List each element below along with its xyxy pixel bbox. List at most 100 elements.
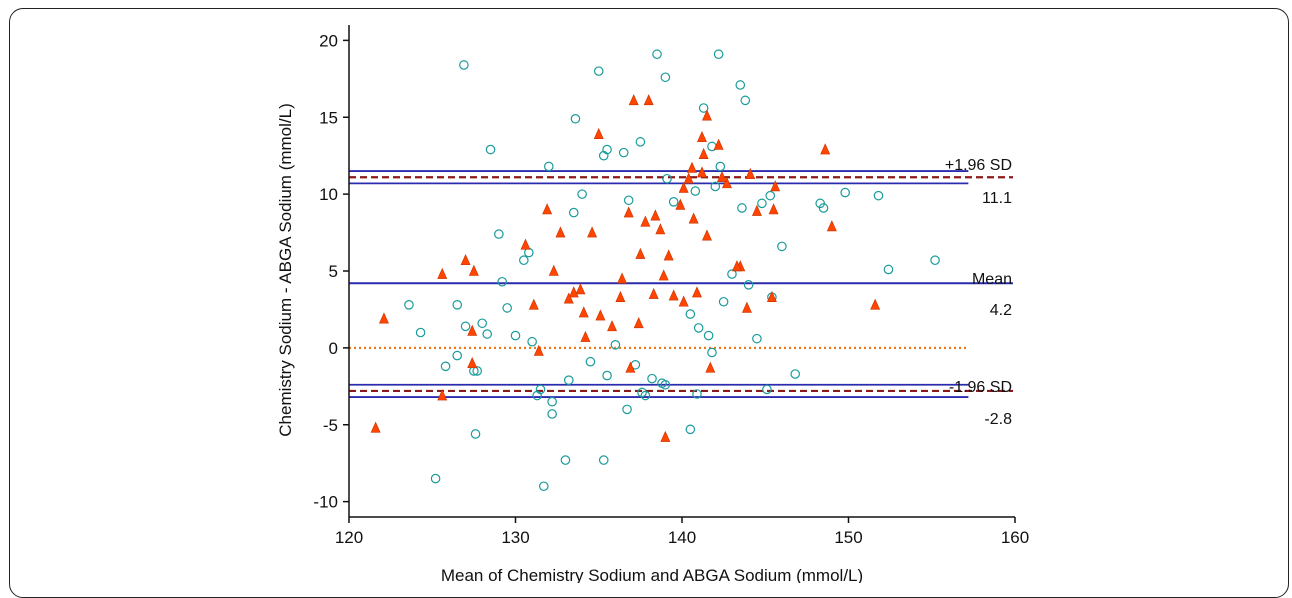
data-point-circle: [707, 347, 717, 358]
data-point-circle: [757, 198, 767, 209]
reference-lines: [349, 170, 1013, 398]
data-point-triangle: [467, 357, 478, 369]
data-point-circle: [637, 387, 647, 398]
data-point-circle: [727, 269, 737, 279]
data-point-triangle: [370, 421, 381, 433]
data-point-circle: [502, 303, 512, 313]
lower-loa-value: -2.8: [984, 411, 1012, 428]
x-tick-label: 120: [335, 528, 363, 547]
data-point-circle: [693, 323, 704, 333]
data-point-triangle: [533, 344, 544, 356]
data-point-circle: [470, 429, 481, 439]
data-point-circle: [718, 296, 729, 307]
data-point-triangle: [625, 361, 636, 373]
data-point-circle: [740, 95, 751, 106]
data-point-circle: [539, 481, 549, 492]
data-point-triangle: [698, 147, 709, 159]
data-point-triangle: [688, 212, 699, 224]
y-tick-label: -5: [323, 416, 338, 435]
mean-value: 4.2: [990, 302, 1012, 319]
data-point-circle: [563, 375, 574, 385]
data-point-circle: [452, 300, 463, 310]
data-point-circle: [570, 113, 581, 124]
data-point-triangle: [617, 272, 628, 284]
data-point-triangle: [635, 247, 646, 259]
y-tick-label: 10: [319, 185, 338, 204]
data-point-circle: [930, 255, 940, 266]
data-point-circle: [585, 356, 596, 367]
data-point-circle: [610, 339, 621, 350]
data-point-circle: [472, 366, 483, 376]
data-point-circle: [510, 330, 521, 341]
data-point-triangle: [640, 215, 651, 227]
data-point-circle: [535, 384, 546, 395]
y-tick-label: 5: [329, 262, 338, 281]
x-tick-label: 130: [501, 528, 529, 547]
data-point-circle: [668, 197, 679, 207]
data-point-triangle: [820, 143, 831, 155]
data-point-circle: [640, 390, 651, 401]
data-point-circle: [482, 329, 492, 339]
data-point-circle: [698, 103, 709, 113]
data-point-triangle: [587, 226, 598, 238]
x-axis-title: Mean of Chemistry Sodium and ABGA Sodium…: [441, 566, 863, 583]
data-point-circle: [762, 384, 772, 395]
data-point-triangle: [568, 286, 579, 298]
mean-label: Mean: [972, 271, 1012, 288]
y-tick-label: 0: [329, 339, 338, 358]
data-point-circle: [818, 203, 829, 213]
data-point-circle: [404, 300, 414, 310]
data-point-triangle: [460, 254, 471, 266]
x-tick-label: 150: [834, 528, 862, 547]
data-point-circle: [497, 276, 507, 287]
data-point-circle: [635, 137, 646, 147]
data-point-triangle: [437, 267, 448, 279]
data-point-triangle: [697, 166, 707, 178]
x-tick-label: 140: [668, 528, 696, 547]
data-point-circle: [593, 66, 604, 76]
data-point-triangle: [593, 127, 604, 139]
data-point-circle: [452, 350, 463, 361]
data-point-circle: [737, 203, 747, 213]
data-point-triangle: [650, 209, 661, 221]
data-point-circle: [657, 378, 667, 389]
data-point-circle: [715, 161, 726, 172]
data-point-triangle: [766, 290, 777, 302]
data-point-triangle: [437, 389, 448, 401]
data-point-circle: [752, 333, 762, 344]
data-point-triangle: [607, 320, 618, 332]
data-point-triangle: [687, 161, 697, 173]
data-point-triangle: [697, 131, 707, 143]
y-tick-label: 20: [319, 31, 338, 50]
data-point-triangle: [563, 292, 574, 304]
data-point-circle: [547, 409, 557, 419]
data-point-triangle: [660, 430, 671, 442]
data-point-circle: [430, 473, 441, 484]
bland-altman-chart: 120 130 140 150 160 -10 -5 0 5 10 15 20 Mean of Che…: [276, 25, 1029, 583]
data-point-circle: [883, 264, 894, 275]
data-point-triangle: [702, 109, 712, 121]
data-point-triangle: [826, 220, 837, 232]
data-point-triangle: [768, 203, 779, 215]
data-point-circle: [519, 255, 529, 266]
data-point-circle: [598, 455, 609, 465]
data-point-triangle: [643, 94, 654, 106]
data-point-triangle: [741, 301, 752, 313]
data-point-triangle: [731, 260, 742, 272]
upper-loa-value: 11.1: [982, 190, 1012, 207]
lower-loa-label: -1.96 SD: [949, 379, 1012, 396]
data-point-triangle: [678, 295, 689, 307]
data-point-triangle: [702, 229, 712, 241]
data-point-triangle: [468, 264, 479, 276]
data-point-circle: [790, 369, 801, 379]
data-point-triangle: [628, 94, 639, 106]
data-point-circle: [660, 72, 671, 83]
data-point-triangle: [668, 289, 679, 301]
data-point-circle: [527, 336, 537, 347]
data-point-triangle: [595, 309, 606, 321]
data-point-triangle: [713, 138, 724, 150]
data-point-triangle: [663, 249, 674, 261]
y-tick-label: -10: [313, 493, 338, 512]
data-point-triangle: [751, 204, 762, 216]
data-point-triangle: [633, 317, 644, 329]
